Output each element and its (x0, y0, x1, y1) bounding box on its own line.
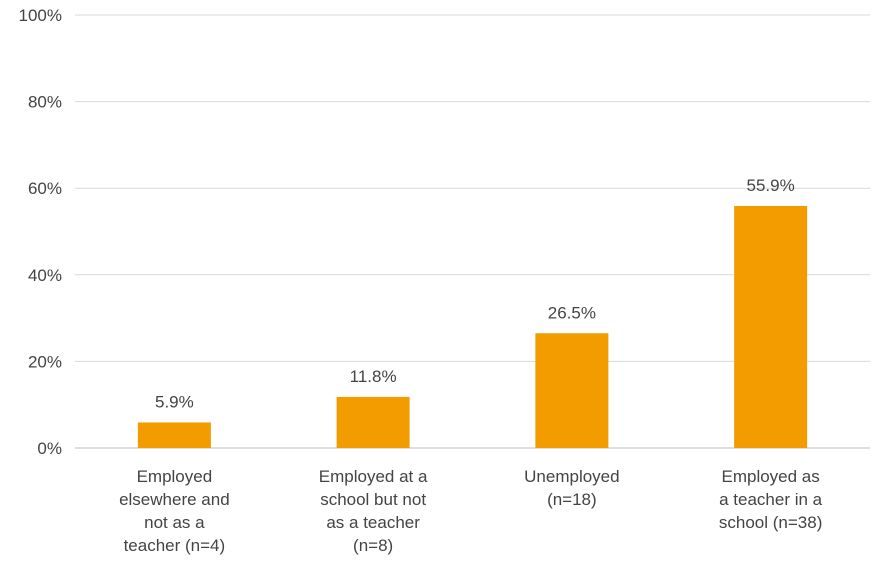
category-label-line: (n=8) (353, 536, 393, 555)
category-label-line: school but not (320, 490, 426, 509)
category-label-line: Employed (137, 467, 213, 486)
category-label-line: teacher (n=4) (124, 536, 226, 555)
category-label-line: (n=18) (547, 490, 597, 509)
bar-1 (137, 422, 211, 448)
bar-4 (734, 205, 808, 448)
y-tick-label-40: 40% (28, 266, 62, 285)
data-label-1: 5.9% (155, 392, 194, 411)
category-label-3: Unemployed (n=18) (524, 467, 619, 509)
category-label-line: Employed at a (319, 467, 428, 486)
bar-3 (535, 333, 609, 448)
y-tick-label-20: 20% (28, 352, 62, 371)
data-labels: 5.9% 11.8% 26.5% 55.9% (155, 176, 795, 412)
bars (137, 205, 808, 448)
x-axis-category-labels: Employed elsewhere and not as a teacher (n=… (119, 467, 823, 555)
y-tick-label-0: 0% (37, 439, 62, 458)
data-label-3: 26.5% (548, 303, 596, 322)
category-label-line: as a teacher (326, 513, 420, 532)
y-tick-label-80: 80% (28, 93, 62, 112)
y-tick-label-100: 100% (19, 6, 62, 25)
data-label-4: 55.9% (747, 176, 795, 195)
category-label-line: a teacher in a (719, 490, 823, 509)
category-label-line: school (n=38) (719, 513, 822, 532)
category-label-2: Employed at a school but not as a teacher (… (319, 467, 428, 555)
data-label-2: 11.8% (350, 367, 397, 386)
category-label-line: elsewhere and (119, 490, 230, 509)
category-label-1: Employed elsewhere and not as a teacher (n=… (119, 467, 230, 555)
category-label-line: Employed as (721, 467, 819, 486)
category-label-line: not as a (144, 513, 205, 532)
category-label-4: Employed as a teacher in a school (n=38) (719, 467, 823, 532)
category-label-line: Unemployed (524, 467, 619, 486)
bar-2 (336, 396, 410, 448)
y-tick-label-60: 60% (28, 179, 62, 198)
y-axis-tick-labels: 0% 20% 40% 60% 80% 100% (19, 6, 62, 458)
